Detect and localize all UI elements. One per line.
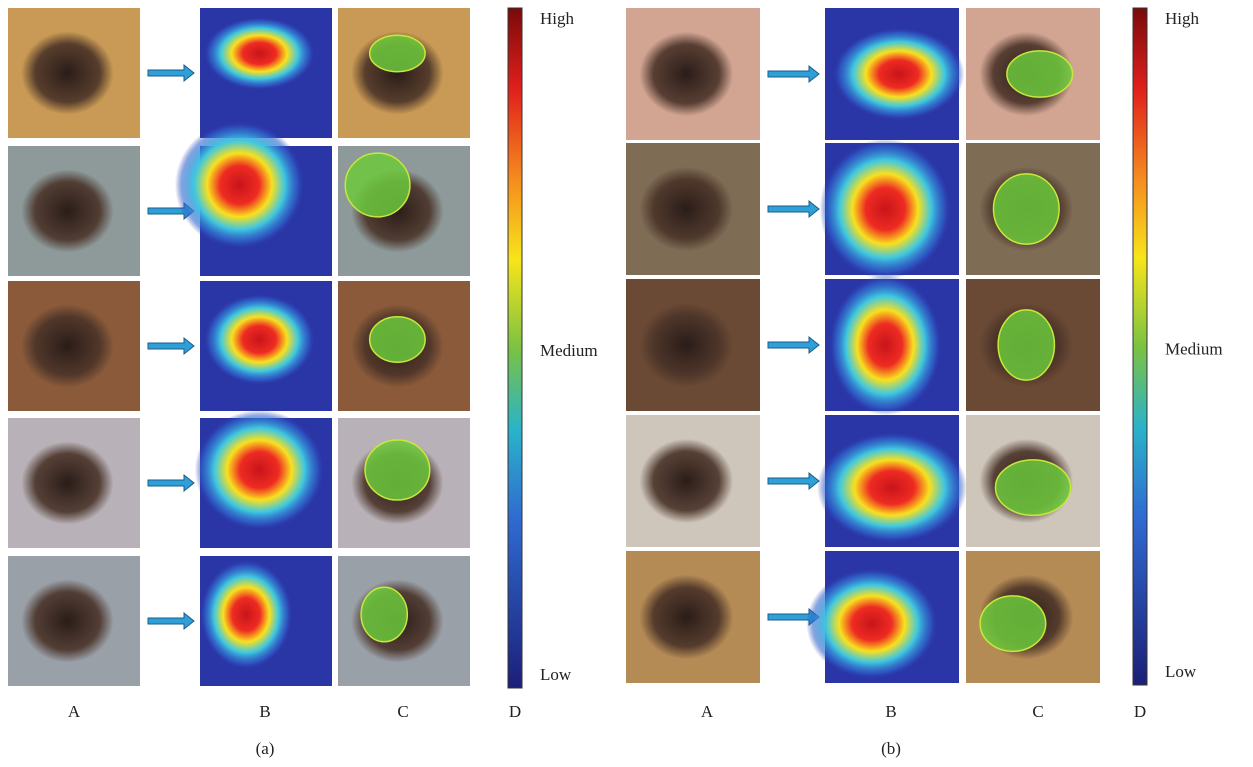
segmentation	[1007, 51, 1073, 97]
panel-caption: (a)	[256, 739, 275, 758]
segmentation	[993, 174, 1059, 244]
lesion	[21, 441, 113, 524]
lesion	[639, 167, 733, 251]
column-label: C	[397, 702, 408, 721]
colorbar-high: High	[1165, 9, 1200, 28]
panels: High Medium Low A B C D (a) High Medium Low A B C D (b)	[8, 8, 1223, 758]
heat-blob	[806, 568, 937, 679]
figure: High Medium Low A B C D (a) High Medium Low A B C D (b)	[0, 0, 1253, 767]
colorbar-low: Low	[540, 665, 572, 684]
heat-blob	[820, 139, 951, 279]
column-label: B	[885, 702, 896, 721]
panel-caption: (b)	[881, 739, 901, 758]
lesion	[21, 169, 113, 252]
heat-blob	[829, 275, 942, 415]
column-label: D	[509, 702, 521, 721]
segmentation	[995, 460, 1070, 515]
arrow	[768, 66, 819, 82]
arrow	[768, 201, 819, 217]
heat-blob	[833, 28, 964, 120]
segmentation	[361, 587, 407, 642]
heat-blob	[200, 560, 292, 669]
segmentation	[980, 596, 1046, 651]
lesion	[639, 575, 733, 659]
lesion	[21, 31, 113, 114]
lesion	[639, 439, 733, 523]
lesion	[21, 304, 113, 387]
heat-blob	[204, 17, 315, 90]
arrow	[148, 65, 194, 81]
lesion	[639, 303, 733, 387]
heat-blob	[195, 410, 324, 530]
column-label: D	[1134, 702, 1146, 721]
lesion	[639, 32, 733, 116]
colorbar	[1133, 8, 1147, 685]
segmentation	[370, 317, 425, 363]
column-label: A	[68, 702, 81, 721]
colorbar	[508, 8, 522, 688]
arrow	[768, 473, 819, 489]
arrow	[768, 337, 819, 353]
segmentation	[365, 440, 430, 500]
lesion	[21, 579, 113, 662]
heat-blob	[817, 432, 967, 543]
panel: High Medium Low A B C D (b)	[626, 8, 1223, 758]
segmentation	[345, 153, 410, 217]
column-label: A	[701, 702, 714, 721]
colorbar-medium: Medium	[540, 341, 598, 360]
heat-blob	[175, 121, 304, 248]
colorbar-medium: Medium	[1165, 339, 1223, 358]
arrow	[148, 613, 194, 629]
column-label: B	[259, 702, 270, 721]
arrow	[148, 338, 194, 354]
panel: High Medium Low A B C D (a)	[8, 8, 598, 758]
column-label: C	[1032, 702, 1043, 721]
colorbar-low: Low	[1165, 662, 1197, 681]
segmentation	[998, 310, 1054, 380]
segmentation	[370, 35, 425, 71]
colorbar-high: High	[540, 9, 575, 28]
heat-blob	[204, 294, 315, 385]
arrow	[148, 475, 194, 491]
